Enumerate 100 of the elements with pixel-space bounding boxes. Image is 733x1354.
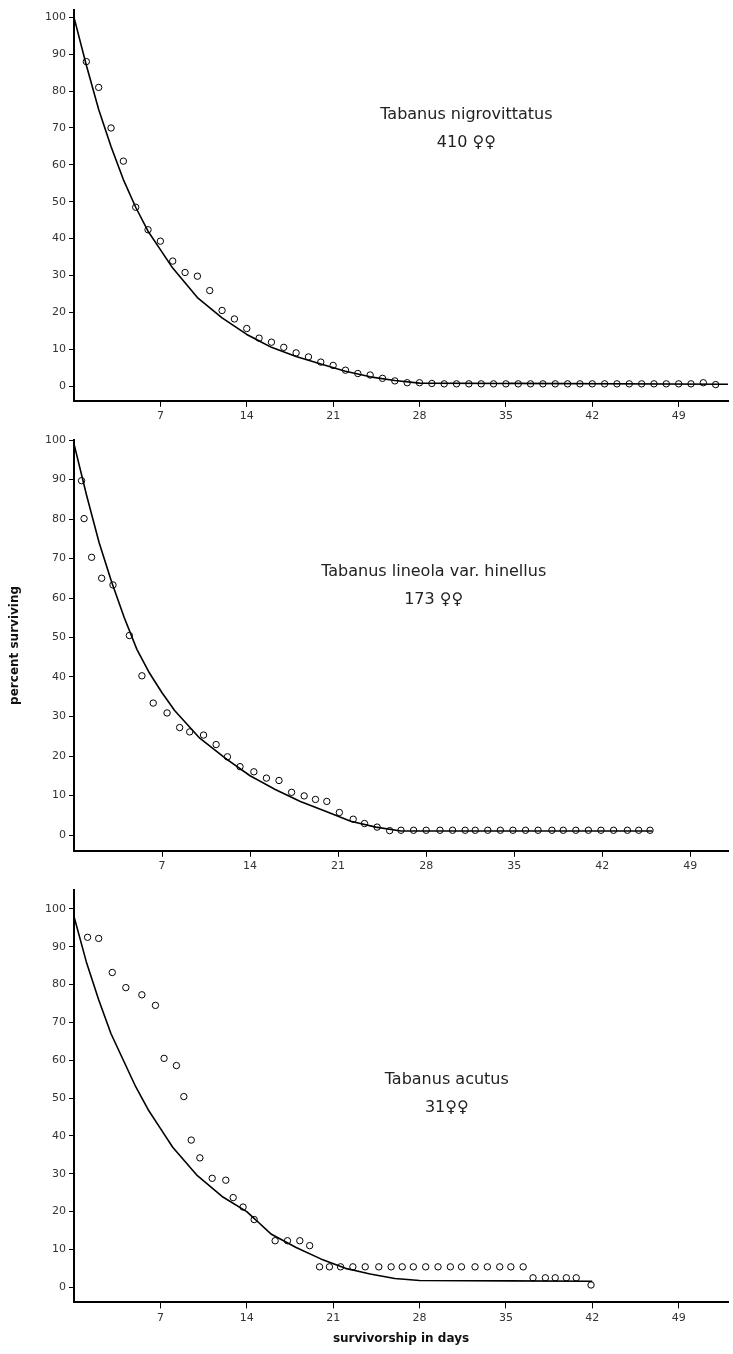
point	[275, 776, 283, 785]
point	[635, 826, 643, 834]
x-tick-label: 42	[585, 1310, 600, 1324]
point	[446, 1263, 455, 1271]
point	[600, 380, 609, 388]
point	[325, 1263, 334, 1271]
y-tick-label: 70	[52, 551, 66, 565]
point	[588, 380, 596, 388]
point	[572, 826, 580, 834]
y-tick-label: 40	[52, 669, 66, 683]
annotation: 410 ♀♀	[436, 132, 496, 152]
point	[576, 380, 584, 388]
point	[122, 983, 130, 992]
x-tick-label: 35	[498, 1310, 513, 1324]
point	[391, 377, 399, 385]
point	[181, 268, 189, 277]
y-axis-title: percent surviving	[7, 585, 22, 705]
y-tick-label: 10	[52, 342, 66, 356]
y-tick-label: 90	[52, 472, 66, 486]
point	[212, 740, 220, 749]
x-tick-label: 7	[156, 1310, 164, 1324]
point	[94, 934, 103, 943]
point	[378, 374, 387, 383]
point	[507, 1263, 515, 1271]
point	[296, 1237, 304, 1245]
x-tick-label: 14	[243, 859, 258, 873]
point	[434, 1263, 442, 1271]
point	[699, 379, 708, 387]
point	[305, 1241, 314, 1250]
point	[300, 792, 308, 800]
point	[637, 380, 646, 388]
point	[280, 343, 288, 352]
point	[94, 83, 103, 92]
point	[650, 380, 658, 388]
x-tick-label: 7	[158, 859, 166, 873]
point	[187, 1136, 195, 1144]
point	[387, 1263, 395, 1271]
point	[230, 315, 239, 323]
point	[323, 797, 331, 806]
point	[403, 379, 411, 387]
x-tick-label: 42	[595, 859, 610, 873]
point	[82, 57, 91, 66]
point	[366, 371, 374, 379]
point	[138, 672, 146, 680]
x-tick-label: 28	[419, 859, 434, 873]
y-tick-label: 10	[52, 788, 66, 802]
point	[255, 334, 263, 342]
point	[361, 1263, 369, 1271]
point	[646, 826, 654, 834]
point	[421, 1263, 430, 1271]
y-tick-label: 30	[52, 1166, 66, 1180]
point	[373, 823, 381, 831]
y-tick-label: 80	[52, 977, 66, 991]
x-tick-label: 28	[412, 1310, 427, 1324]
point	[349, 1263, 357, 1271]
point	[548, 826, 556, 834]
y-tick-label: 40	[52, 1128, 66, 1142]
point	[534, 826, 542, 834]
point	[311, 795, 320, 804]
point	[625, 380, 633, 388]
y-tick-label: 0	[59, 827, 66, 841]
y-tick-label: 20	[52, 305, 66, 319]
x-tick-label: 49	[671, 1310, 686, 1324]
y-tick-label: 60	[52, 157, 66, 171]
point	[163, 709, 171, 717]
point	[144, 226, 152, 234]
point	[496, 1263, 504, 1271]
y-tick-label: 50	[52, 194, 66, 208]
point	[287, 788, 296, 797]
point	[465, 380, 473, 388]
point	[509, 826, 517, 834]
point	[315, 1263, 324, 1271]
y-tick-label: 70	[52, 1015, 66, 1029]
point	[551, 1274, 559, 1282]
point	[262, 774, 271, 782]
point	[271, 1237, 279, 1245]
point	[336, 1263, 345, 1271]
point	[519, 1263, 527, 1271]
annotation: 31♀♀	[424, 1096, 469, 1116]
point	[521, 826, 530, 834]
y-tick-label: 100	[45, 10, 66, 24]
point	[483, 1263, 492, 1271]
point	[514, 380, 522, 388]
x-tick-label: 14	[239, 1310, 254, 1324]
point	[160, 1054, 168, 1063]
point	[457, 1263, 466, 1271]
annotation: Tabanus nigrovittatus	[379, 104, 553, 124]
y-tick-label: 50	[52, 1090, 66, 1104]
point	[559, 826, 567, 834]
x-tick-label: 49	[671, 409, 686, 423]
y-tick-label: 20	[52, 1204, 66, 1218]
point	[539, 380, 547, 388]
point	[398, 1263, 406, 1271]
point	[199, 731, 208, 739]
point	[335, 808, 344, 817]
x-tick-label: 21	[331, 859, 346, 873]
point	[375, 1263, 383, 1271]
y-tick-label: 70	[52, 120, 66, 134]
point	[587, 1281, 595, 1289]
point	[563, 380, 572, 388]
